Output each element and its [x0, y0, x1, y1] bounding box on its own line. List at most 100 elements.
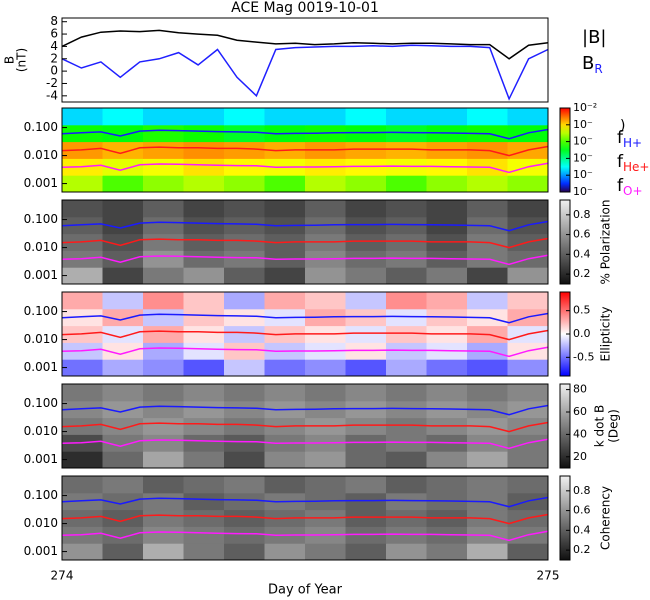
colorbar-tick-label: 0.8	[573, 484, 591, 497]
heatmap-cell	[345, 292, 387, 310]
heatmap-cell	[426, 175, 468, 193]
heatmap-cell	[345, 476, 387, 494]
y-tick-label: 8	[50, 14, 58, 28]
heatmap-cell	[102, 476, 144, 494]
heatmap-cell	[183, 141, 225, 159]
heatmap-cell	[183, 200, 225, 218]
plot-frame	[61, 383, 549, 469]
y-axis-label: B	[3, 56, 17, 64]
heatmap-cell	[102, 451, 144, 469]
y-tick-label: 0.010	[24, 516, 58, 530]
plot-frame	[61, 291, 549, 377]
colorbar-label: )	[620, 118, 625, 134]
heatmap-cell	[467, 267, 508, 285]
heatmap-cell	[305, 476, 346, 494]
colorbar-tick-label: 0.6	[573, 504, 591, 517]
y-tick-label: 0.100	[24, 212, 58, 226]
heatmap-cell	[386, 359, 427, 377]
heatmap-cell	[62, 267, 103, 285]
heatmap-cell	[426, 543, 468, 561]
heatmap-cell	[386, 476, 427, 494]
heatmap-cell	[102, 384, 144, 402]
heatmap-cell	[305, 451, 346, 469]
y-tick-label: -2	[46, 76, 58, 90]
heatmap-cell	[62, 292, 103, 310]
heatmap-cell	[183, 108, 225, 126]
heatmap-cell	[102, 200, 144, 218]
heatmap-cell	[183, 476, 225, 494]
heatmap-cell	[102, 141, 144, 159]
heatmap-cell	[102, 108, 144, 126]
frequency-line	[61, 404, 549, 416]
heatmap-cell	[345, 200, 387, 218]
heatmap-cell	[467, 108, 508, 126]
colorbar	[559, 199, 571, 285]
heatmap-cell	[264, 108, 306, 126]
heatmap-cell	[386, 233, 427, 251]
colorbar-label: % Polarization	[599, 200, 613, 285]
frequency-line	[61, 162, 549, 174]
y-tick-label: 0.100	[24, 120, 58, 134]
colorbar-tick-label: 10⁻²	[573, 101, 597, 114]
heatmap-cell	[224, 417, 265, 435]
heatmap-cell	[224, 400, 265, 419]
heatmap-cell	[345, 267, 387, 285]
heatmap-cell	[102, 308, 144, 327]
heatmap-cell	[426, 200, 468, 218]
heatmap-cell	[143, 509, 184, 527]
heatmap-cell	[345, 492, 387, 511]
heatmap-cell	[183, 216, 225, 235]
x-tick-label: 274	[51, 569, 74, 583]
heatmap-cell	[507, 292, 549, 310]
heatmap-cell	[467, 175, 508, 193]
heatmap-cell	[224, 384, 265, 402]
heatmap-cell	[224, 158, 265, 176]
frequency-line	[61, 346, 549, 358]
heatmap-cell	[224, 108, 265, 126]
heatmap-cell	[345, 325, 387, 343]
colorbar	[559, 383, 571, 469]
frequency-line	[61, 530, 549, 542]
y-tick-label: 0.010	[24, 424, 58, 438]
colorbar-tick-label: 80	[573, 383, 587, 396]
y-tick-label: 0.010	[24, 332, 58, 346]
heatmap-cell	[426, 384, 468, 402]
heatmap-cell	[102, 342, 144, 360]
heatmap-cell	[224, 359, 265, 377]
y-tick-label: 0.010	[24, 240, 58, 254]
colorbar-tick-label: 10⁻	[573, 118, 593, 131]
heatmap-cell	[102, 417, 144, 435]
heatmap-cell	[224, 492, 265, 511]
colorbar-tick-label: 10⁻	[573, 135, 593, 148]
heatmap-cell	[386, 200, 427, 218]
heatmap-cell	[426, 267, 468, 285]
heatmap-cell	[264, 543, 306, 561]
heatmap-cell	[143, 492, 184, 511]
heatmap-cell	[183, 175, 225, 193]
colorbar-label: Ellipticity	[599, 307, 613, 362]
legend-subscript: O+	[623, 184, 643, 198]
heatmap-cell	[386, 141, 427, 159]
heatmap-cell	[183, 342, 225, 360]
heatmap-cell	[305, 359, 346, 377]
heatmap-cell	[386, 417, 427, 435]
heatmap-cell	[62, 476, 103, 494]
heatmap-cell	[264, 359, 306, 377]
heatmap-cell	[62, 108, 103, 126]
heatmap-cell	[102, 492, 144, 511]
heatmap-cell	[143, 526, 184, 544]
heatmap-cell	[345, 543, 387, 561]
heatmap-cell	[345, 451, 387, 469]
heatmap-cell	[224, 200, 265, 218]
heatmap-cell	[224, 250, 265, 268]
heatmap-cell	[345, 233, 387, 251]
heatmap-cell	[143, 342, 184, 360]
heatmap-cell	[102, 434, 144, 452]
heatmap-cell	[345, 384, 387, 402]
heatmap-cell	[224, 308, 265, 327]
heatmap-cell	[143, 400, 184, 419]
heatmap-cell	[345, 417, 387, 435]
y-tick-label: 0.100	[24, 396, 58, 410]
heatmap-cell	[305, 543, 346, 561]
heatmap-cell	[507, 108, 549, 126]
